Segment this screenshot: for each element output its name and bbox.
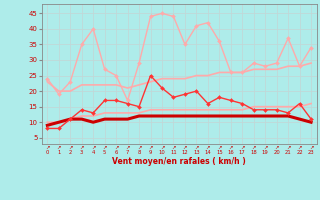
X-axis label: Vent moyen/en rafales ( km/h ): Vent moyen/en rafales ( km/h )	[112, 157, 246, 166]
